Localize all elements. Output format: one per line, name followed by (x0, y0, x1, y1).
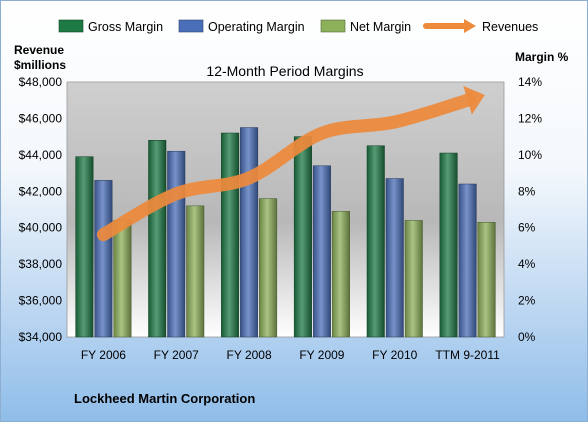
bar (259, 198, 278, 338)
right-tick-label: 4% (518, 257, 536, 271)
bar (331, 211, 350, 338)
revenue-arrowhead (463, 85, 485, 115)
legend-swatch (178, 19, 204, 33)
right-tick-label: 12% (518, 111, 542, 125)
right-axis-title: Margin % (515, 50, 569, 64)
legend: Gross Margin Operating Margin Net Margin Re… (58, 19, 538, 34)
left-tick-label: $46,000 (19, 111, 63, 125)
bar-series (75, 127, 496, 338)
left-tick-label: $44,000 (19, 148, 63, 162)
bar (404, 220, 423, 338)
bar (221, 132, 240, 338)
legend-arrowhead (464, 19, 476, 33)
x-tick-label: FY 2008 (227, 348, 272, 362)
legend-label: Net Margin (350, 20, 411, 34)
x-tick-label: FY 2006 (81, 348, 126, 362)
right-tick-label: 6% (518, 221, 536, 235)
right-tick-label: 2% (518, 294, 536, 308)
bar (293, 136, 312, 338)
left-tick-label: $36,000 (19, 294, 63, 308)
revenue-line-series (96, 85, 485, 242)
bar (75, 156, 94, 338)
left-tick-label: $48,000 (19, 75, 63, 89)
legend-swatch (320, 19, 346, 33)
bar (113, 220, 132, 338)
left-tick-label: $34,000 (19, 330, 63, 344)
bar (94, 180, 113, 338)
bar (366, 145, 385, 338)
legend-label: Gross Margin (88, 20, 163, 34)
x-tick-label: FY 2010 (372, 348, 417, 362)
legend-label: Revenues (482, 20, 538, 34)
x-tick-label: FY 2007 (154, 348, 199, 362)
bar (240, 127, 259, 338)
bar (458, 183, 477, 338)
bar (385, 178, 404, 338)
right-axis: 0% 2% 4% 6% 8% 10% 12% 14% (518, 75, 542, 344)
left-axis: $34,000 $36,000 $38,000 $40,000 $42,000 $44,0… (19, 75, 63, 344)
left-axis-title-line: Revenue (14, 43, 64, 57)
bar (439, 152, 458, 338)
left-tick-label: $38,000 (19, 257, 63, 271)
left-tick-label: $42,000 (19, 184, 63, 198)
revenue-line (96, 93, 476, 242)
left-axis-title-line: $millions (14, 58, 66, 72)
right-tick-label: 10% (518, 148, 542, 162)
bar (312, 165, 331, 338)
legend-label: Operating Margin (208, 20, 305, 34)
right-tick-label: 8% (518, 184, 536, 198)
x-tick-label: FY 2009 (299, 348, 344, 362)
right-tick-label: 14% (518, 75, 542, 89)
bar (167, 150, 186, 338)
right-tick-label: 0% (518, 330, 536, 344)
company-label: Lockheed Martin Corporation (74, 391, 255, 406)
bar (477, 222, 496, 338)
x-tick-label: TTM 9-2011 (435, 348, 500, 362)
left-tick-label: $40,000 (19, 221, 63, 235)
left-axis-title: Revenue $millions (14, 43, 66, 72)
legend-swatch (58, 19, 84, 33)
chart-title: 12-Month Period Margins (206, 63, 363, 79)
x-axis: FY 2006 FY 2007 FY 2008 FY 2009 FY 2010 TTM 9… (81, 348, 500, 362)
bar (148, 140, 167, 338)
bar (186, 205, 205, 338)
